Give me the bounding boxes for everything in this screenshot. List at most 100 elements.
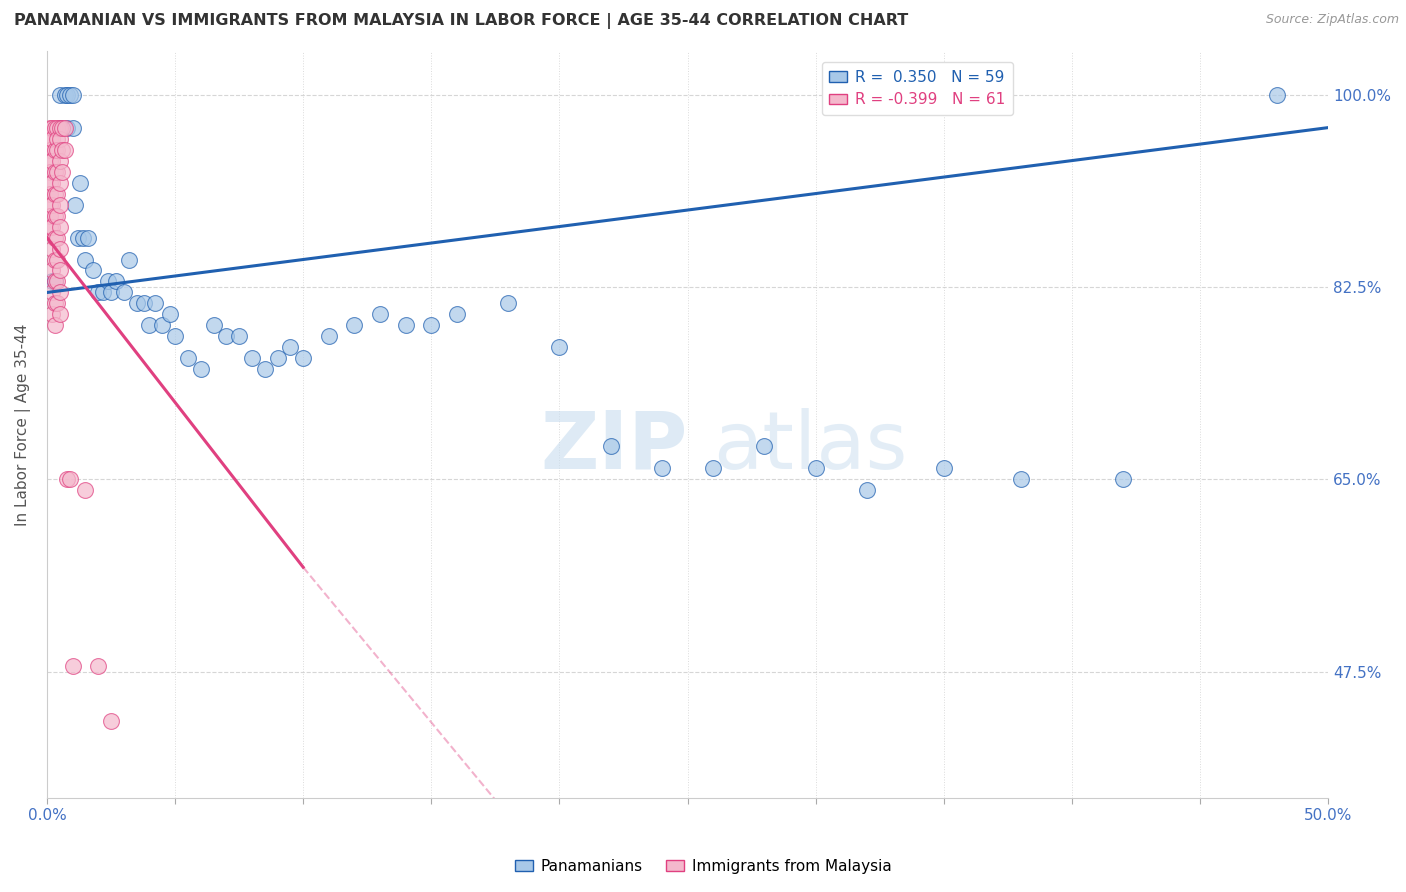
Text: Source: ZipAtlas.com: Source: ZipAtlas.com — [1265, 13, 1399, 27]
Point — [118, 252, 141, 267]
Point — [1265, 87, 1288, 102]
Point — [49, 153, 72, 168]
Point — [343, 318, 366, 333]
Point — [77, 230, 100, 244]
Point — [51, 164, 73, 178]
Point — [41, 285, 63, 300]
Point — [38, 197, 60, 211]
Point — [177, 351, 200, 366]
Point — [62, 120, 84, 135]
Point — [46, 186, 69, 201]
Point — [49, 219, 72, 234]
Point — [292, 351, 315, 366]
Point — [228, 329, 250, 343]
Point — [62, 87, 84, 102]
Point — [420, 318, 443, 333]
Point — [125, 296, 148, 310]
Point — [38, 176, 60, 190]
Point — [41, 131, 63, 145]
Point — [59, 87, 82, 102]
Point — [112, 285, 135, 300]
Point — [72, 230, 94, 244]
Point — [318, 329, 340, 343]
Text: ZIP: ZIP — [540, 408, 688, 486]
Point — [100, 714, 122, 728]
Point — [46, 275, 69, 289]
Point — [49, 263, 72, 277]
Point — [49, 197, 72, 211]
Point — [49, 87, 72, 102]
Point — [41, 308, 63, 322]
Point — [38, 164, 60, 178]
Point — [368, 308, 391, 322]
Point — [1010, 472, 1032, 486]
Point — [75, 252, 97, 267]
Point — [190, 362, 212, 376]
Point — [44, 252, 66, 267]
Point — [46, 131, 69, 145]
Point — [548, 341, 571, 355]
Point — [143, 296, 166, 310]
Point — [44, 318, 66, 333]
Point — [100, 285, 122, 300]
Point — [38, 219, 60, 234]
Point — [702, 461, 724, 475]
Point — [49, 131, 72, 145]
Point — [38, 131, 60, 145]
Point — [41, 275, 63, 289]
Point — [44, 186, 66, 201]
Point — [63, 197, 86, 211]
Point — [44, 275, 66, 289]
Point — [49, 242, 72, 256]
Point — [66, 230, 89, 244]
Point — [46, 120, 69, 135]
Point — [651, 461, 673, 475]
Point — [266, 351, 288, 366]
Point — [395, 318, 418, 333]
Point — [280, 341, 302, 355]
Point — [51, 143, 73, 157]
Point — [253, 362, 276, 376]
Point — [496, 296, 519, 310]
Point — [69, 176, 91, 190]
Point — [49, 120, 72, 135]
Point — [41, 219, 63, 234]
Point — [56, 472, 79, 486]
Point — [138, 318, 160, 333]
Point — [165, 329, 187, 343]
Point — [105, 275, 128, 289]
Legend: R =  0.350   N = 59, R = -0.399   N = 61: R = 0.350 N = 59, R = -0.399 N = 61 — [821, 62, 1012, 115]
Point — [56, 87, 79, 102]
Point — [38, 120, 60, 135]
Point — [46, 164, 69, 178]
Point — [932, 461, 955, 475]
Point — [150, 318, 173, 333]
Point — [53, 120, 76, 135]
Point — [51, 120, 73, 135]
Point — [44, 230, 66, 244]
Point — [41, 176, 63, 190]
Point — [41, 263, 63, 277]
Point — [134, 296, 156, 310]
Point — [46, 252, 69, 267]
Point — [599, 439, 621, 453]
Point — [44, 120, 66, 135]
Point — [44, 275, 66, 289]
Point — [87, 659, 110, 673]
Point — [97, 275, 120, 289]
Text: atlas: atlas — [713, 408, 907, 486]
Point — [53, 87, 76, 102]
Point — [38, 143, 60, 157]
Point — [41, 153, 63, 168]
Point — [38, 153, 60, 168]
Point — [82, 263, 104, 277]
Point — [38, 209, 60, 223]
Point — [38, 186, 60, 201]
Point — [53, 143, 76, 157]
Point — [49, 120, 72, 135]
Point — [1112, 472, 1135, 486]
Legend: Panamanians, Immigrants from Malaysia: Panamanians, Immigrants from Malaysia — [509, 853, 897, 880]
Point — [446, 308, 468, 322]
Point — [41, 197, 63, 211]
Point — [46, 296, 69, 310]
